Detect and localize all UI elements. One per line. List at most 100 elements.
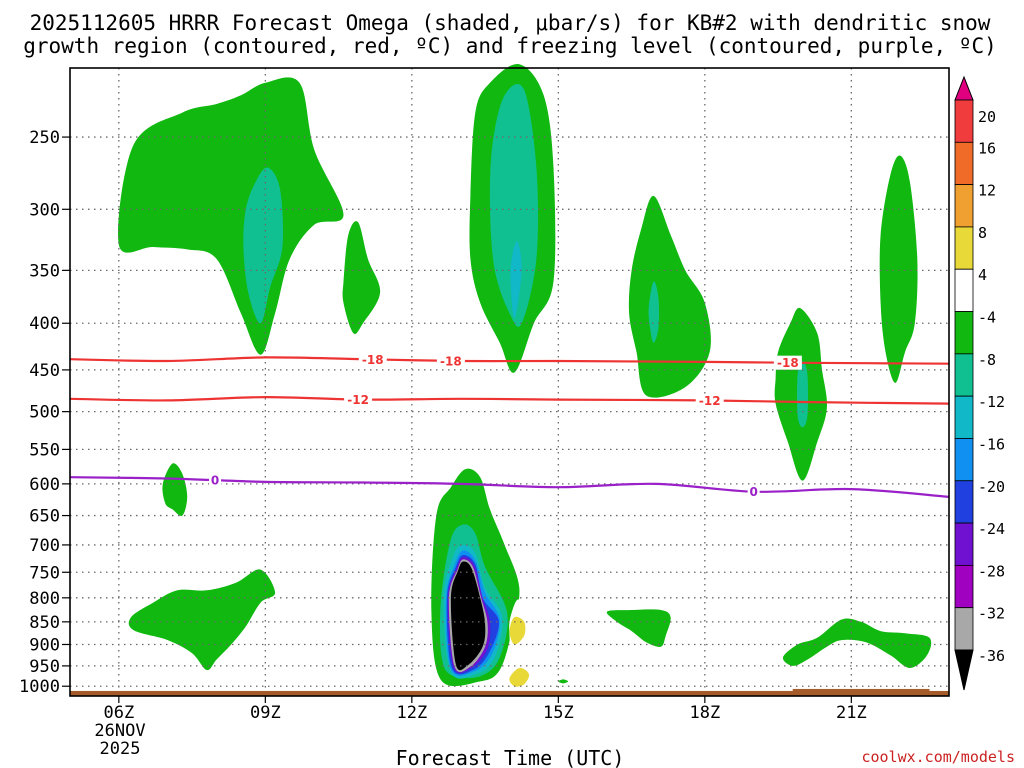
colorbar-segment [954,353,974,397]
x-tick-label: 06Z [103,703,134,723]
omega-region-4 [211,416,237,461]
contour-label-neg12: -12 [699,394,721,408]
credit-text: coolwx.com/models [861,748,1015,766]
omega-region-neg12 [243,167,284,324]
y-tick-label: 350 [29,261,60,281]
contour-label-bg [773,355,802,370]
colorbar-segment [954,522,974,566]
dotted-grid [70,68,949,696]
contour-label-neg18: -18 [440,354,462,368]
x-tick-label: 15Z [543,703,574,723]
x-tick-label: 12Z [396,703,427,723]
colorbar-label: -20 [978,478,1005,496]
contour-label-bg [209,473,222,488]
colorbar-label: 16 [978,139,996,157]
y-tick-label: 700 [29,536,60,556]
plot-area: -18 -18 -18 -12 -12 0 0 [69,63,950,697]
colorbar-segment [954,99,974,143]
x-tick-label: 18Z [689,703,720,723]
contour-label-bg [436,353,465,368]
omega-region-neg8 [606,609,671,647]
omega-region-neg8 [628,195,711,398]
colorbar-segment [954,184,974,228]
colorbar-label: 12 [978,182,996,200]
omega-region-neg36 [450,561,486,671]
y-tick-label: 450 [29,361,60,381]
omega-region-8 [509,667,530,687]
contour-label-neg18: -18 [362,353,384,367]
colorbar-segment [954,311,974,355]
x-tick-label: 09Z [250,703,281,723]
terrain [70,688,949,696]
colorbar-label: -8 [978,351,996,369]
x-tick-label: 21Z [836,703,867,723]
omega-region-neg12 [648,281,660,343]
y-tick-label: 250 [29,128,60,148]
colorbar-label: 4 [978,266,987,284]
pressure-axis: 2503003504004505005506006507007508008509… [19,128,70,697]
omega-region-4 [643,63,785,334]
colorbar-segment [954,226,974,270]
contour-label-bg [358,352,387,367]
y-tick-label: 800 [29,589,60,609]
omega-region-8 [509,616,526,645]
colorbar-label: 20 [978,108,996,126]
omega-shaded-regions [118,63,932,690]
omega-region-neg16 [510,241,522,319]
terrain-bump [792,688,930,692]
omega-region-neg8 [558,679,569,684]
omega-region-neg8 [118,77,344,355]
y-tick-label: 500 [29,403,60,423]
contour-label-bg [747,484,760,499]
contour-label-bg [695,393,724,408]
colorbar-top-arrow [954,75,974,101]
colorbar-label: 8 [978,224,987,242]
colorbar-segment [954,564,974,609]
colorbar-segment [954,268,974,312]
omega-region-neg8 [162,463,188,517]
colorbar-segment [954,607,974,651]
temperature-contours: -18 -18 -18 -12 -12 0 0 [69,352,950,499]
y-tick-label: 300 [29,200,60,220]
contour-label-neg12: -12 [347,393,369,407]
colorbar-segment [954,141,974,186]
colorbar-bottom-arrow [954,649,974,691]
omega-region-neg12 [797,361,808,428]
contour-label-0: 0 [211,474,219,488]
chart-title-line-1: 2025112605 HRRR Forecast Omega (shaded, … [30,11,991,35]
omega-region-neg12 [489,83,539,327]
plot-frame [69,67,950,697]
colorbar-segment [954,480,974,524]
terrain-fill [70,690,949,696]
x-date-label-day: 26NOV [94,721,145,741]
contour-label-neg18: -18 [777,356,799,370]
contour-label-bg [344,392,373,407]
y-tick-label: 1000 [19,677,60,697]
dgz-contour-neg12 [69,395,950,405]
colorbar-label: -24 [978,520,1005,538]
chart-title-line-2: growth region (contoured, red, ºC) and f… [23,34,997,58]
x-date-label-year: 2025 [100,739,141,759]
colorbar-label: -16 [978,435,1005,453]
omega-region-neg8 [342,221,381,334]
omega-region-4 [738,571,764,596]
colorbar-label: -36 [978,647,1005,665]
y-tick-label: 950 [29,657,60,677]
y-tick-label: 600 [29,475,60,495]
omega-region-neg8 [879,155,918,383]
colorbar-label: -28 [978,562,1005,580]
y-tick-label: 900 [29,635,60,655]
y-tick-label: 550 [29,440,60,460]
colorbar-label: -12 [978,393,1005,411]
colorbar-label: -32 [978,605,1005,623]
colorbar: 20 16 12 8 4 -4 -8 -12 -16 -20 -24 -28 -32 -36 [954,75,1005,691]
omega-region-neg8 [782,618,932,668]
colorbar-segment [954,438,974,482]
contour-label-0: 0 [749,485,757,499]
omega-region-4 [538,410,576,491]
omega-region-4 [697,635,715,661]
x-axis-title: Forecast Time (UTC) [396,746,625,768]
y-tick-label: 400 [29,314,60,334]
y-tick-label: 650 [29,507,60,527]
